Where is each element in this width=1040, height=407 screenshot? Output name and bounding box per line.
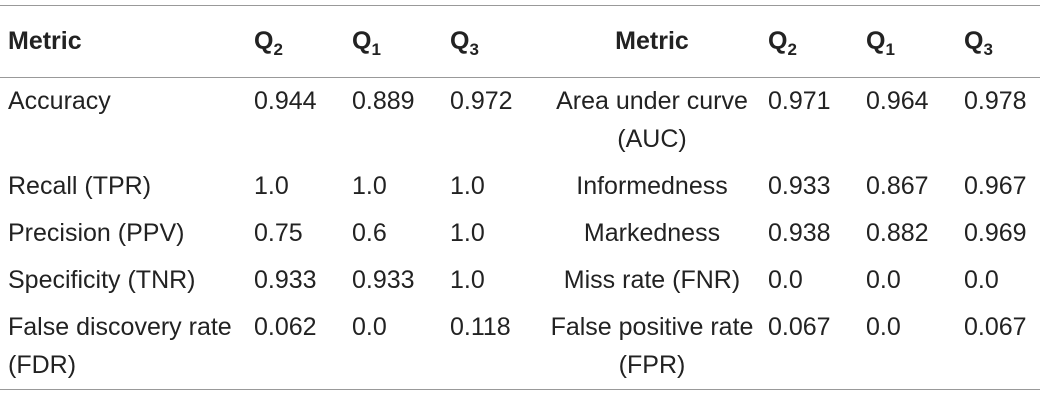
metric-value: 0.964 (866, 87, 929, 115)
header-text: Metric (615, 27, 689, 55)
metric-value: 0.969 (964, 219, 1027, 247)
metric-value: 0.0 (768, 266, 803, 294)
metric-value: 1.0 (450, 172, 485, 200)
table-body: Accuracy 0.944 0.889 0.972 Area under curve … (0, 78, 1040, 390)
metric-value: 0.889 (352, 87, 415, 115)
header-text: Metric (8, 27, 82, 55)
header-text: Q (866, 27, 886, 55)
column-header: Q3 (956, 6, 1040, 78)
metric-value: 0.067 (964, 313, 1027, 341)
header-subscript: 1 (371, 40, 381, 59)
metric-name: False discovery rate (FDR) (8, 313, 232, 379)
metric-name: Specificity (TNR) (8, 266, 196, 294)
metric-name: Markedness (583, 219, 721, 247)
metric-value: 1.0 (254, 172, 289, 200)
metric-name: Recall (TPR) (8, 172, 152, 200)
table-row: Accuracy 0.944 0.889 0.972 Area under curve … (0, 78, 1040, 164)
metric-value: 0.067 (768, 313, 831, 341)
metric-value: 0.75 (254, 219, 303, 247)
metric-value: 0.933 (352, 266, 415, 294)
header-subscript: 3 (469, 40, 479, 59)
column-header: Q2 (760, 6, 858, 78)
column-header: Metric (0, 6, 246, 78)
header-row: Metric Q2 Q1 Q3 Metric Q2 Q1 Q3 (0, 5, 1040, 78)
metric-name: Informedness (576, 172, 728, 200)
table-row: Specificity (TNR) 0.933 0.933 1.0 Miss rate … (0, 257, 1040, 304)
metric-value: 0.0 (964, 266, 999, 294)
header-text: Q (768, 27, 788, 55)
metric-name: Precision (PPV) (8, 219, 185, 247)
metric-value: 0.0 (352, 313, 387, 341)
table-header: Metric Q2 Q1 Q3 Metric Q2 Q1 Q3 (0, 5, 1040, 78)
metric-name: Miss rate (FNR) (563, 266, 741, 294)
metric-value: 1.0 (450, 219, 485, 247)
metric-name: Area under curve (AUC) (556, 87, 748, 153)
column-header: Q2 (246, 6, 344, 78)
table-row: Precision (PPV) 0.75 0.6 1.0 Markedness 0.938… (0, 210, 1040, 257)
metric-name: Accuracy (8, 87, 111, 115)
header-text: Q (254, 27, 274, 55)
column-header: Metric (544, 6, 760, 78)
column-header: Q1 (858, 6, 956, 78)
metric-value: 1.0 (450, 266, 485, 294)
metric-value: 0.0 (866, 313, 901, 341)
metric-value: 1.0 (352, 172, 387, 200)
metric-value: 0.971 (768, 87, 831, 115)
metric-value: 0.944 (254, 87, 317, 115)
metric-value: 0.938 (768, 219, 831, 247)
metric-name: False positive rate (FPR) (550, 313, 754, 379)
column-header: Q3 (442, 6, 544, 78)
header-text: Q (450, 27, 470, 55)
table-row: False discovery rate (FDR) 0.062 0.0 0.118 F… (0, 304, 1040, 390)
metric-value: 0.118 (450, 313, 511, 341)
metric-value: 0.933 (768, 172, 831, 200)
header-subscript: 3 (983, 40, 993, 59)
header-text: Q (352, 27, 372, 55)
metric-value: 0.0 (866, 266, 901, 294)
column-header: Q1 (344, 6, 442, 78)
metric-value: 0.867 (866, 172, 929, 200)
page: Metric Q2 Q1 Q3 Metric Q2 Q1 Q3 Accuracy 0.944 0.… (0, 5, 1040, 407)
metric-value: 0.967 (964, 172, 1027, 200)
header-subscript: 2 (787, 40, 797, 59)
header-subscript: 2 (273, 40, 283, 59)
metric-value: 0.978 (964, 87, 1027, 115)
header-text: Q (964, 27, 984, 55)
metric-value: 0.972 (450, 87, 513, 115)
metric-value: 0.6 (352, 219, 387, 247)
metric-value: 0.062 (254, 313, 317, 341)
header-subscript: 1 (885, 40, 895, 59)
metric-value: 0.882 (866, 219, 929, 247)
table-row: Recall (TPR) 1.0 1.0 1.0 Informedness 0.933 0.… (0, 163, 1040, 210)
metric-value: 0.933 (254, 266, 317, 294)
metrics-table: Metric Q2 Q1 Q3 Metric Q2 Q1 Q3 Accuracy 0.944 0.… (0, 5, 1040, 390)
